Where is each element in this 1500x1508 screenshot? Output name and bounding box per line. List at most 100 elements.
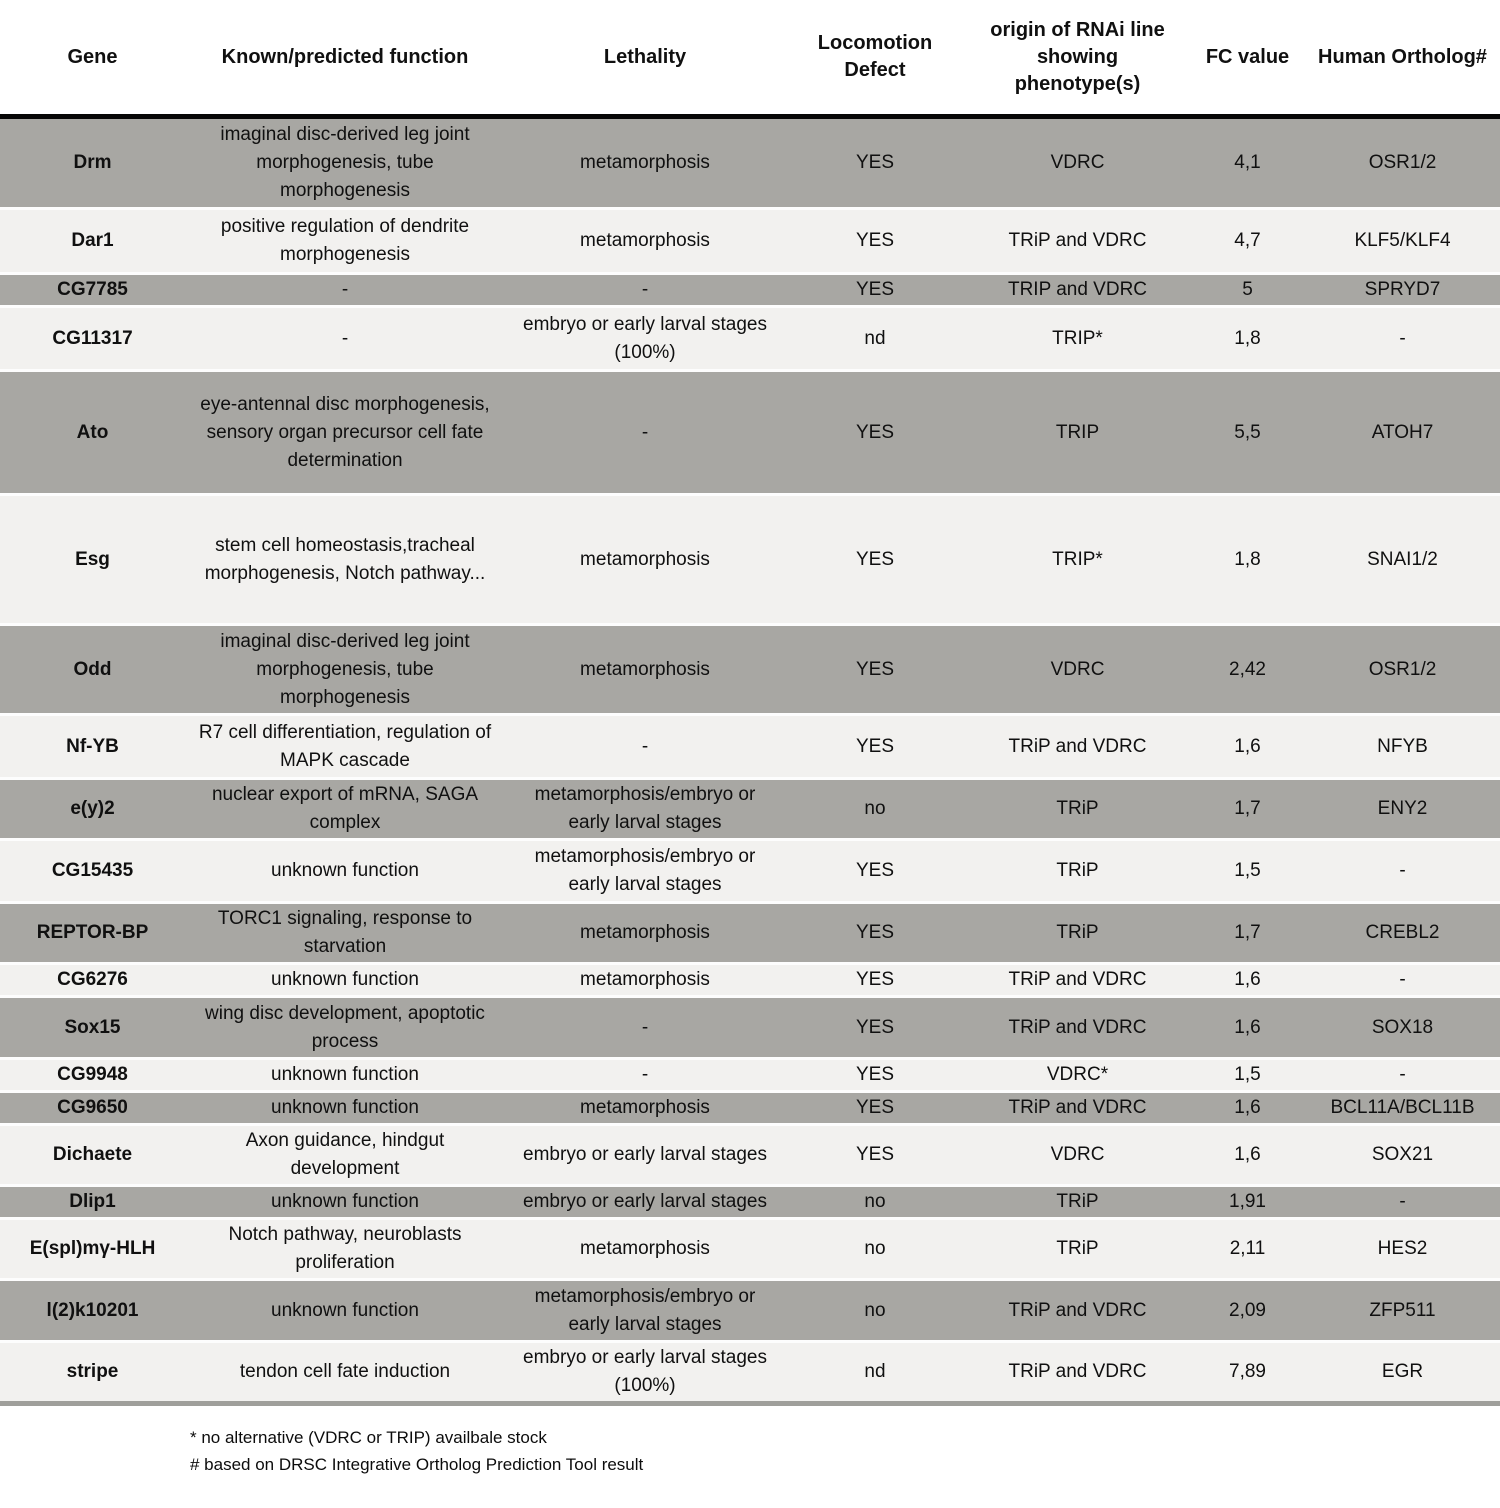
table-row: CG6276 unknown function metamorphosis YES TR…	[0, 963, 1500, 998]
cell-gene: CG11317	[0, 306, 185, 372]
cell-function: Notch pathway, neuroblasts proliferation	[185, 1218, 505, 1281]
cell-lethality: metamorphosis	[505, 624, 785, 716]
cell-gene: CG7785	[0, 273, 185, 308]
cell-origin: TRiP	[965, 839, 1190, 904]
cell-fc: 2,09	[1190, 1279, 1305, 1343]
cell-function: imaginal disc-derived leg joint morphoge…	[185, 116, 505, 210]
col-header-fc-value: FC value	[1190, 0, 1305, 119]
col-header-gene: Gene	[0, 0, 185, 119]
table-row: REPTOR-BP TORC1 signaling, response to st…	[0, 902, 1500, 965]
cell-locomotion: YES	[785, 370, 965, 496]
table-row: Nf-YB R7 cell differentiation, regulation…	[0, 714, 1500, 780]
cell-fc: 1,6	[1190, 714, 1305, 780]
cell-function: stem cell homeostasis,tracheal morphogen…	[185, 494, 505, 626]
col-header-function: Known/predicted function	[185, 0, 505, 119]
cell-locomotion: no	[785, 778, 965, 841]
cell-ortholog: -	[1305, 963, 1500, 998]
footnotes: * no alternative (VDRC or TRIP) availbal…	[190, 1424, 1500, 1478]
cell-ortholog: ENY2	[1305, 778, 1500, 841]
cell-gene: CG9650	[0, 1091, 185, 1126]
cell-ortholog: ATOH7	[1305, 370, 1500, 496]
cell-origin: TRIP*	[965, 306, 1190, 372]
cell-ortholog: SPRYD7	[1305, 273, 1500, 308]
footnote-asterisk: * no alternative (VDRC or TRIP) availbal…	[190, 1428, 547, 1447]
cell-locomotion: YES	[785, 1091, 965, 1126]
cell-locomotion: YES	[785, 624, 965, 716]
cell-gene: CG6276	[0, 963, 185, 998]
cell-locomotion: no	[785, 1279, 965, 1343]
cell-function: imaginal disc-derived leg joint morphoge…	[185, 624, 505, 716]
cell-lethality: metamorphosis	[505, 902, 785, 965]
cell-gene: e(y)2	[0, 778, 185, 841]
cell-gene: Dichaete	[0, 1124, 185, 1187]
cell-function: eye-antennal disc morphogenesis, sensory…	[185, 370, 505, 496]
cell-locomotion: no	[785, 1185, 965, 1220]
cell-origin: TRiP and VDRC	[965, 996, 1190, 1060]
cell-fc: 1,6	[1190, 1091, 1305, 1126]
cell-ortholog: BCL11A/BCL11B	[1305, 1091, 1500, 1126]
table-row: Sox15 wing disc development, apoptotic pr…	[0, 996, 1500, 1060]
cell-ortholog: OSR1/2	[1305, 116, 1500, 210]
cell-function: wing disc development, apoptotic process	[185, 996, 505, 1060]
cell-lethality: metamorphosis	[505, 1218, 785, 1281]
cell-fc: 1,6	[1190, 963, 1305, 998]
cell-gene: CG15435	[0, 839, 185, 904]
cell-origin: TRiP	[965, 778, 1190, 841]
cell-lethality: -	[505, 1058, 785, 1093]
table-row: CG15435 unknown function metamorphosis/emb…	[0, 839, 1500, 904]
cell-origin: TRiP and VDRC	[965, 208, 1190, 275]
cell-lethality: metamorphosis/embryo or early larval sta…	[505, 1279, 785, 1343]
cell-lethality: embryo or early larval stages (100%)	[505, 306, 785, 372]
cell-fc: 1,5	[1190, 1058, 1305, 1093]
cell-function: unknown function	[185, 1058, 505, 1093]
table-row: e(y)2 nuclear export of mRNA, SAGA comple…	[0, 778, 1500, 841]
cell-locomotion: YES	[785, 1058, 965, 1093]
cell-lethality: embryo or early larval stages	[505, 1124, 785, 1187]
cell-origin: TRiP	[965, 1218, 1190, 1281]
cell-origin: TRiP and VDRC	[965, 1341, 1190, 1406]
cell-function: R7 cell differentiation, regulation of M…	[185, 714, 505, 780]
cell-origin: TRiP and VDRC	[965, 1091, 1190, 1126]
cell-ortholog: ZFP511	[1305, 1279, 1500, 1343]
table-row: CG9948 unknown function - YES VDRC* 1,5-	[0, 1058, 1500, 1093]
cell-function: TORC1 signaling, response to starvation	[185, 902, 505, 965]
cell-ortholog: NFYB	[1305, 714, 1500, 780]
table-row: Odd imaginal disc-derived leg joint morph…	[0, 624, 1500, 716]
col-header-human-ortholog: Human Ortholog#	[1305, 0, 1500, 119]
table-row: CG9650 unknown function metamorphosis YES TR…	[0, 1091, 1500, 1126]
cell-lethality: -	[505, 273, 785, 308]
cell-fc: 1,6	[1190, 996, 1305, 1060]
cell-gene: CG9948	[0, 1058, 185, 1093]
table-row: Ato eye-antennal disc morphogenesis, sens…	[0, 370, 1500, 496]
table-row: stripe tendon cell fate induction embryo o…	[0, 1341, 1500, 1406]
cell-fc: 2,11	[1190, 1218, 1305, 1281]
col-header-locomotion-defect: Locomotion Defect	[785, 0, 965, 119]
cell-lethality: -	[505, 714, 785, 780]
cell-ortholog: -	[1305, 839, 1500, 904]
cell-fc: 1,91	[1190, 1185, 1305, 1220]
cell-fc: 1,8	[1190, 494, 1305, 626]
cell-gene: Dlip1	[0, 1185, 185, 1220]
cell-function: unknown function	[185, 1091, 505, 1126]
cell-fc: 2,42	[1190, 624, 1305, 716]
cell-fc: 5,5	[1190, 370, 1305, 496]
cell-gene: l(2)k10201	[0, 1279, 185, 1343]
cell-fc: 4,1	[1190, 116, 1305, 210]
cell-function: unknown function	[185, 839, 505, 904]
table-row: CG7785- - YES TRIP and VDRC 5 SPRYD7	[0, 273, 1500, 308]
cell-origin: VDRC*	[965, 1058, 1190, 1093]
cell-ortholog: EGR	[1305, 1341, 1500, 1406]
cell-lethality: embryo or early larval stages (100%)	[505, 1341, 785, 1406]
cell-ortholog: -	[1305, 1185, 1500, 1220]
cell-fc: 7,89	[1190, 1341, 1305, 1406]
cell-origin: TRiP	[965, 902, 1190, 965]
cell-locomotion: YES	[785, 714, 965, 780]
cell-ortholog: HES2	[1305, 1218, 1500, 1281]
cell-function: nuclear export of mRNA, SAGA complex	[185, 778, 505, 841]
col-header-origin-rnai-line: origin of RNAi line showing phenotype(s)	[965, 0, 1190, 119]
cell-gene: Ato	[0, 370, 185, 496]
cell-locomotion: nd	[785, 306, 965, 372]
cell-ortholog: CREBL2	[1305, 902, 1500, 965]
cell-ortholog: -	[1305, 306, 1500, 372]
table-row: Dar1 positive regulation of dendrite morp…	[0, 208, 1500, 275]
